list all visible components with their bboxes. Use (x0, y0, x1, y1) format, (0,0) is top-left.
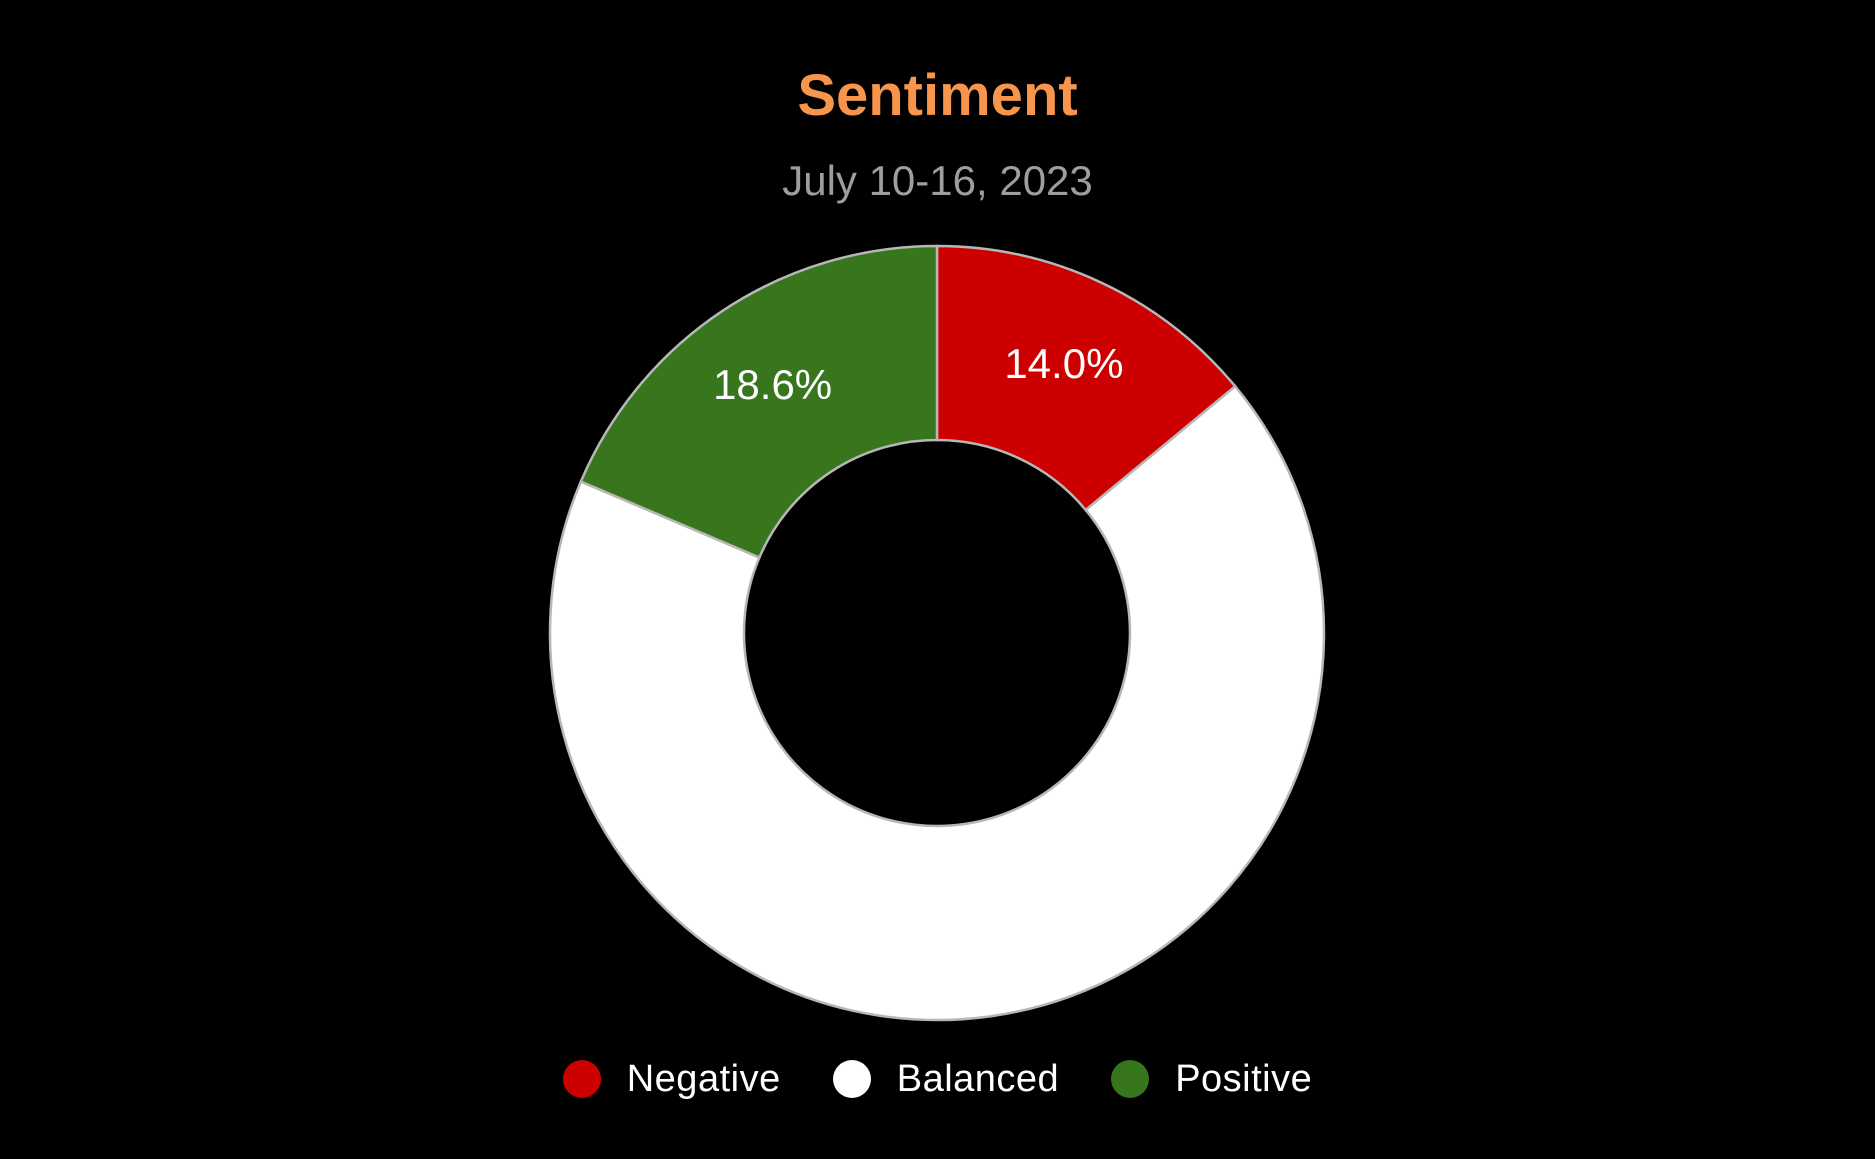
chart-subtitle: July 10-16, 2023 (782, 157, 1093, 204)
legend-item-negative[interactable]: Negative (562, 1054, 781, 1104)
slice-positive[interactable] (579, 244, 939, 560)
legend-label-positive: Positive (1175, 1058, 1313, 1100)
slice-labels-layer: 14.0% 18.6% (713, 340, 1123, 408)
legend-label-negative: Negative (626, 1058, 781, 1100)
slices-layer (548, 244, 1326, 1022)
slice-balanced[interactable] (548, 384, 1326, 1022)
legend-item-balanced[interactable]: Balanced (832, 1054, 1060, 1104)
legend-swatch-balanced (832, 1060, 871, 1098)
legend: Negative Balanced Positive (0, 1054, 1875, 1104)
slice-label-negative: 14.0% (1004, 340, 1123, 387)
slice-negative[interactable] (935, 244, 1237, 512)
legend-swatch-negative (562, 1060, 601, 1098)
legend-label-balanced: Balanced (896, 1058, 1060, 1100)
chart-title: Sentiment (797, 63, 1078, 128)
legend-swatch-positive (1111, 1060, 1150, 1098)
slice-label-positive: 18.6% (713, 361, 832, 408)
legend-item-positive[interactable]: Positive (1111, 1054, 1312, 1104)
